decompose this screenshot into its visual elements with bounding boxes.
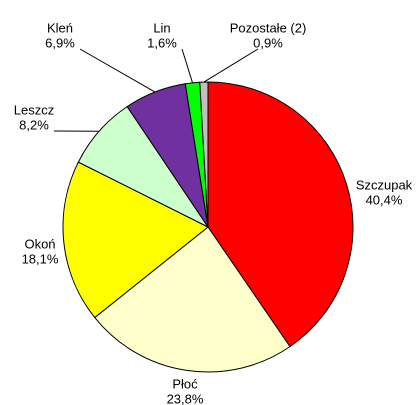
slice-value-label: 8,2% [19,117,49,132]
slice-value-label: 40,4% [366,192,403,207]
slice-label: Leszcz [14,102,54,117]
pie-slice [94,226,291,373]
slice-value-label: 1,6% [147,35,177,50]
leader-line [79,48,156,93]
slice-value-label: 23,8% [167,391,204,405]
leader-line [181,48,194,83]
slice-label: Szczupak [356,177,413,192]
leader-line [203,48,259,83]
slice-value-label: 18,1% [22,251,59,266]
slice-value-label: 6,9% [45,35,75,50]
pie-slice [62,161,209,319]
slice-label: Okoń [24,236,55,251]
slice-label: Kleń [47,20,73,35]
slice-value-label: 0,9% [253,35,283,50]
pie-slice [207,81,354,348]
slice-label: Pozostałe (2) [230,20,307,35]
slice-label: Lin [153,20,170,35]
slice-label: Płoć [172,376,198,391]
